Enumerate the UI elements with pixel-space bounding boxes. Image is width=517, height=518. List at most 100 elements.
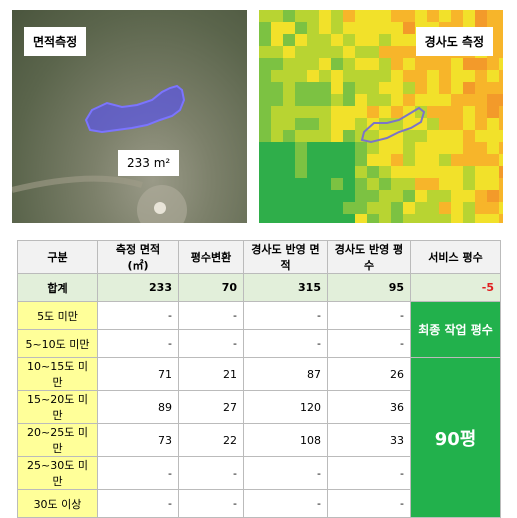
slope-cell [415,118,427,130]
slope-cell [367,70,379,82]
slope-cell [487,58,499,70]
slope-cell [271,166,283,178]
slope-cell [451,58,463,70]
slope-cell [427,82,439,94]
slope-cell [295,22,307,34]
slope-cell [403,22,415,34]
slope-cell [451,214,463,223]
slope-cell [355,118,367,130]
slope-cell [355,202,367,214]
slope-cell [295,82,307,94]
slope-cell [355,46,367,58]
slope-cell [307,70,319,82]
slope-cell [283,166,295,178]
slope-cell [307,58,319,70]
slope-cell [283,10,295,22]
slope-cell [355,94,367,106]
table-cell: 27 [178,390,244,424]
slope-cell [331,94,343,106]
slope-cell [475,10,487,22]
slope-cell [427,130,439,142]
slope-cell [499,70,503,82]
slope-cell [403,58,415,70]
slope-cell [379,70,391,82]
slope-cell [391,82,403,94]
slope-cell [439,70,451,82]
slope-cell [403,214,415,223]
slope-cell [463,82,475,94]
slope-cell [367,214,379,223]
slope-cell [403,46,415,58]
slope-cell [451,82,463,94]
slope-cell [391,58,403,70]
table-cell: 315 [243,273,328,302]
slope-cell [487,70,499,82]
slope-cell [259,202,271,214]
slope-cell [319,178,331,190]
table-cell: 26 [327,357,411,391]
slope-cell [319,142,331,154]
slope-cell [319,190,331,202]
slope-cell [379,106,391,118]
slope-cell [379,34,391,46]
slope-cell [391,22,403,34]
table-row: 20~25도 미만 73 22 108 33 [17,423,501,457]
table-cell: - [243,329,328,358]
table-cell: - [327,329,411,358]
slope-cell [451,94,463,106]
slope-cell [475,58,487,70]
slope-cell [259,22,271,34]
slope-cell [355,58,367,70]
slope-cell [355,178,367,190]
slope-cell [499,106,503,118]
slope-cell [343,34,355,46]
slope-cell [343,166,355,178]
slope-cell [439,58,451,70]
slope-cell [415,214,427,223]
slope-cell [283,94,295,106]
slope-cell [355,166,367,178]
slope-cell [343,214,355,223]
slope-cell [319,70,331,82]
table-cell: 233 [97,273,179,302]
slope-cell [295,58,307,70]
slope-cell [451,130,463,142]
slope-cell [403,154,415,166]
slope-cell [391,178,403,190]
slope-cell [283,106,295,118]
slope-cell [295,34,307,46]
slope-cell [415,82,427,94]
slope-cell [379,202,391,214]
slope-cell [403,82,415,94]
slope-cell [427,202,439,214]
slope-cell [379,22,391,34]
slope-cell [499,10,503,22]
slope-cell [487,118,499,130]
slope-cell [451,190,463,202]
slope-cell [415,154,427,166]
slope-cell [391,214,403,223]
slope-cell [355,34,367,46]
slope-cell [403,10,415,22]
slope-cell [367,154,379,166]
table-row: 10~15도 미만 71 21 87 26 90평 [17,357,501,518]
slope-cell [283,154,295,166]
slope-cell [295,46,307,58]
slope-cell [271,10,283,22]
slope-cell [439,166,451,178]
slope-cell [403,190,415,202]
table-cell: 20~25도 미만 [17,423,98,457]
slope-cell [451,166,463,178]
slope-cell [367,202,379,214]
slope-cell [379,94,391,106]
slope-cell [283,46,295,58]
slope-cell [499,46,503,58]
slope-cell [427,118,439,130]
slope-cell [499,190,503,202]
table-row: 5도 미만 - - - - 최종 작업 평수 [17,301,501,358]
slope-cell [427,94,439,106]
slope-cell [295,154,307,166]
slope-cell [259,130,271,142]
slope-cell [487,202,499,214]
slope-cell [295,94,307,106]
